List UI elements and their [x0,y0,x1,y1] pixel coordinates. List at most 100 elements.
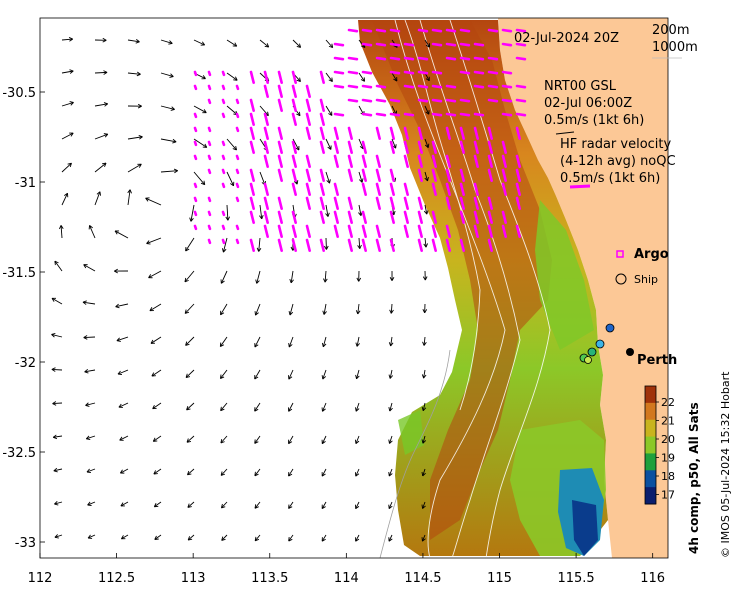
model-arrowhead [421,537,426,542]
model-arrow [117,369,129,375]
radar-arrow [501,168,507,182]
model-arrow [94,71,108,74]
model-arrow [325,138,332,150]
model-arrowhead [354,439,360,445]
model-arrow [355,468,360,477]
radar-arrow [221,112,226,119]
radar-arrow [249,210,255,224]
radar-arrow [291,98,297,112]
model-arrow [424,39,430,48]
radar-arrow [487,224,493,238]
model-arrowhead [119,469,125,474]
radar-arrow [431,42,443,47]
model-arrow [220,402,228,411]
model-arrow [256,270,261,284]
model-arrowhead [259,215,264,220]
radar-arrow [263,70,269,84]
radar-arrow [291,224,297,238]
radar-arrow [375,168,381,182]
radar-arrow [221,154,226,161]
radar-arrow [319,112,325,126]
model-arrowhead [153,502,159,508]
radar-arrow [207,210,212,217]
x-axis-ticks: 112 112.5 113 113.5 114 114.5 115 115.5 116 [28,553,665,586]
radar-arrow [221,84,226,91]
radar-arrow [375,154,381,168]
radar-arrow [333,154,339,168]
model-arrowhead [83,335,88,340]
radar-arrow [515,154,521,168]
model-arrowhead [289,278,294,284]
ship-legend-marker [615,273,627,285]
model-arrowhead [423,243,428,248]
model-arrowhead [296,77,301,82]
radar-arrow [403,140,409,154]
radar-arrow [431,168,437,182]
radar-arrow [263,140,269,154]
model-arrowhead [185,373,191,379]
model-arrow [145,197,162,206]
model-arrowhead [328,77,333,82]
model-arrow [160,170,178,173]
model-arrowhead [150,339,156,344]
model-arrowhead [254,504,259,509]
model-arrow [219,336,228,347]
model-arrow [54,260,63,272]
radar-arrow [221,168,226,175]
model-arrowhead [114,230,120,235]
radar-arrow [361,42,373,47]
model-arrowhead [389,309,394,314]
radar-arrow [235,168,240,175]
radar-arrow [375,28,387,33]
radar-arrow [389,238,395,252]
radar-arrow [487,98,499,103]
radar-arrow [333,210,339,224]
model-arrowhead [103,133,109,138]
model-arrowhead [54,534,59,539]
radar-arrow [487,70,499,75]
model-arrowhead [254,375,259,380]
model-arrow [288,468,294,477]
model-arrow [94,191,101,206]
colorbar-segment [645,402,656,421]
radar-arrow [305,126,311,140]
radar-arrow [389,112,401,117]
radar-arrow [319,182,325,196]
radar-arrow [361,28,373,33]
radar-arrow [333,112,345,117]
radar-arrow [445,126,451,140]
model-arrow [121,534,129,540]
radar-arrow [277,196,283,210]
model-arrowhead [220,310,225,316]
model-arrow [160,72,174,77]
model-arrowhead [135,38,140,44]
model-arrow [84,369,96,373]
model-arrow [193,138,208,148]
model-arrowhead [83,264,88,269]
model-arrow [220,468,228,476]
radar-arrow [487,154,493,168]
model-arrowhead [296,111,301,117]
radar-arrow [347,126,353,140]
sst-green-shelf [535,200,594,350]
radar-arrow [501,98,513,103]
radar-arrow [291,238,297,252]
model-arrowhead [168,40,173,45]
radar-arrow [445,182,451,196]
contour-label-1000m: 1000m [652,40,698,55]
model-arrow [288,534,294,542]
model-arrowhead [220,471,226,476]
model-arrowhead [221,248,227,253]
radar-arrow [459,56,471,61]
radar-arrow [375,238,381,252]
radar-arrow [473,112,485,117]
radar-arrow [459,28,471,33]
model-arrowhead [321,504,326,510]
radar-arrow [501,70,513,75]
model-arrowhead [358,178,364,183]
radar-arrow [319,126,325,140]
radar-arrow [347,140,353,154]
model-arrowhead [136,71,141,77]
credit-text: © IMOS 05-Jul-2024 15:32 Hobart [719,371,732,558]
model-arrowhead [186,405,191,411]
